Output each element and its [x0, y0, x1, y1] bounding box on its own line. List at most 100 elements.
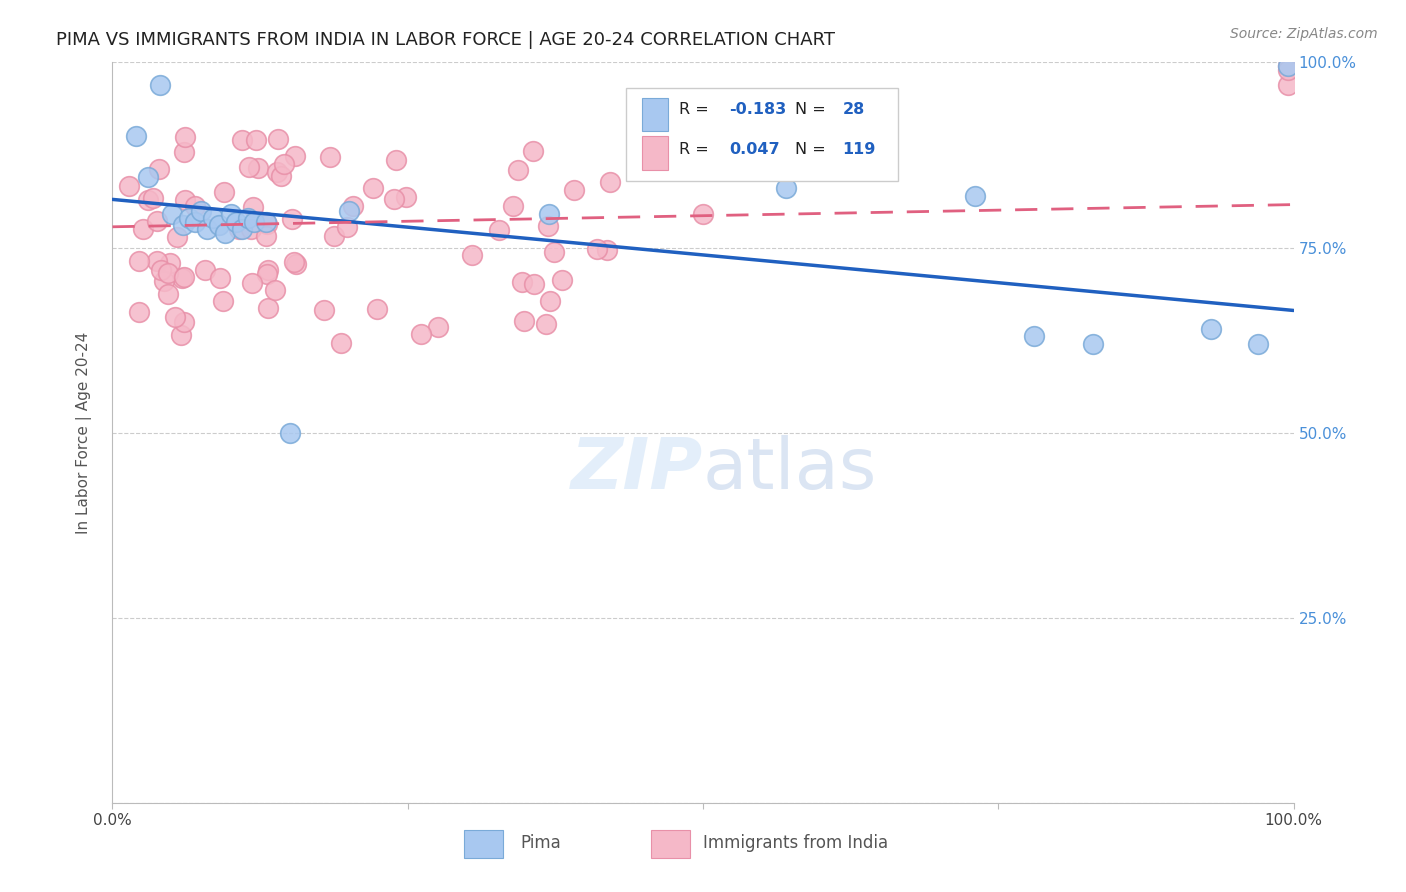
Point: [231, 133, 253, 147]
Text: N =: N =: [796, 142, 831, 157]
Bar: [641, 136, 668, 169]
Text: Pima: Pima: [520, 834, 561, 852]
Point: [179, 211, 201, 225]
Text: 28: 28: [842, 102, 865, 117]
Point: [283, 255, 305, 269]
Text: 119: 119: [842, 142, 876, 157]
Point: [238, 211, 260, 225]
Point: [173, 130, 195, 145]
Point: [132, 222, 155, 236]
Point: [775, 181, 797, 195]
Point: [219, 207, 242, 221]
Point: [148, 162, 170, 177]
Point: [382, 193, 405, 207]
Bar: [651, 830, 690, 858]
Point: [238, 160, 260, 174]
Point: [170, 327, 193, 342]
Point: [366, 302, 388, 317]
Point: [183, 198, 205, 212]
Point: [225, 214, 247, 228]
Text: Immigrants from India: Immigrants from India: [703, 834, 889, 852]
Point: [254, 229, 277, 244]
Point: [536, 318, 558, 332]
Point: [195, 222, 218, 236]
Point: [194, 262, 217, 277]
Point: [337, 203, 360, 218]
Point: [284, 149, 307, 163]
Point: [329, 336, 352, 351]
Point: [336, 219, 359, 234]
Point: [172, 219, 194, 233]
Point: [322, 228, 344, 243]
Point: [146, 214, 169, 228]
Point: [257, 263, 280, 277]
Point: [1199, 322, 1222, 336]
Point: [157, 266, 180, 280]
Text: R =: R =: [679, 102, 714, 117]
Point: [538, 294, 561, 309]
Point: [319, 150, 342, 164]
Point: [208, 219, 231, 233]
Point: [231, 222, 253, 236]
Point: [254, 214, 277, 228]
Point: [118, 178, 141, 193]
Point: [384, 153, 406, 167]
Point: [523, 277, 546, 292]
Point: [174, 194, 197, 208]
Point: [264, 284, 287, 298]
Point: [312, 303, 335, 318]
Point: [1277, 62, 1299, 77]
Point: [125, 129, 148, 144]
Point: [266, 165, 288, 179]
Point: [273, 157, 295, 171]
Point: [1277, 78, 1299, 92]
Point: [173, 315, 195, 329]
Point: [285, 257, 308, 271]
Point: [538, 207, 561, 221]
Point: [270, 169, 292, 184]
Point: [599, 175, 621, 189]
Point: [562, 183, 585, 197]
Point: [1247, 336, 1270, 351]
Text: -0.183: -0.183: [728, 102, 786, 117]
Point: [257, 301, 280, 316]
Point: [361, 180, 384, 194]
Point: [173, 270, 195, 285]
FancyBboxPatch shape: [626, 88, 898, 181]
Bar: [464, 830, 503, 858]
Point: [214, 226, 236, 240]
Point: [142, 191, 165, 205]
Y-axis label: In Labor Force | Age 20-24: In Labor Force | Age 20-24: [76, 332, 91, 533]
Point: [212, 185, 235, 199]
Point: [157, 286, 180, 301]
Point: [149, 78, 172, 92]
Point: [409, 326, 432, 341]
Point: [128, 254, 150, 268]
Text: N =: N =: [796, 102, 831, 117]
Text: atlas: atlas: [703, 435, 877, 504]
Text: PIMA VS IMMIGRANTS FROM INDIA IN LABOR FORCE | AGE 20-24 CORRELATION CHART: PIMA VS IMMIGRANTS FROM INDIA IN LABOR F…: [56, 31, 835, 49]
Point: [596, 244, 619, 258]
Point: [240, 222, 263, 236]
Point: [247, 161, 270, 176]
Point: [513, 314, 536, 328]
Point: [212, 293, 235, 308]
Point: [510, 275, 533, 289]
Point: [201, 211, 224, 225]
Point: [488, 223, 510, 237]
Point: [243, 214, 266, 228]
Point: [159, 256, 181, 270]
Point: [522, 145, 544, 159]
Point: [242, 200, 264, 214]
Point: [153, 274, 176, 288]
Point: [145, 254, 167, 268]
Point: [1022, 329, 1045, 343]
Point: [506, 162, 529, 177]
Bar: [641, 98, 668, 131]
Point: [136, 170, 159, 185]
Point: [551, 273, 574, 287]
Point: [228, 222, 250, 236]
Point: [184, 214, 207, 228]
Point: [692, 207, 714, 221]
Point: [461, 248, 484, 262]
